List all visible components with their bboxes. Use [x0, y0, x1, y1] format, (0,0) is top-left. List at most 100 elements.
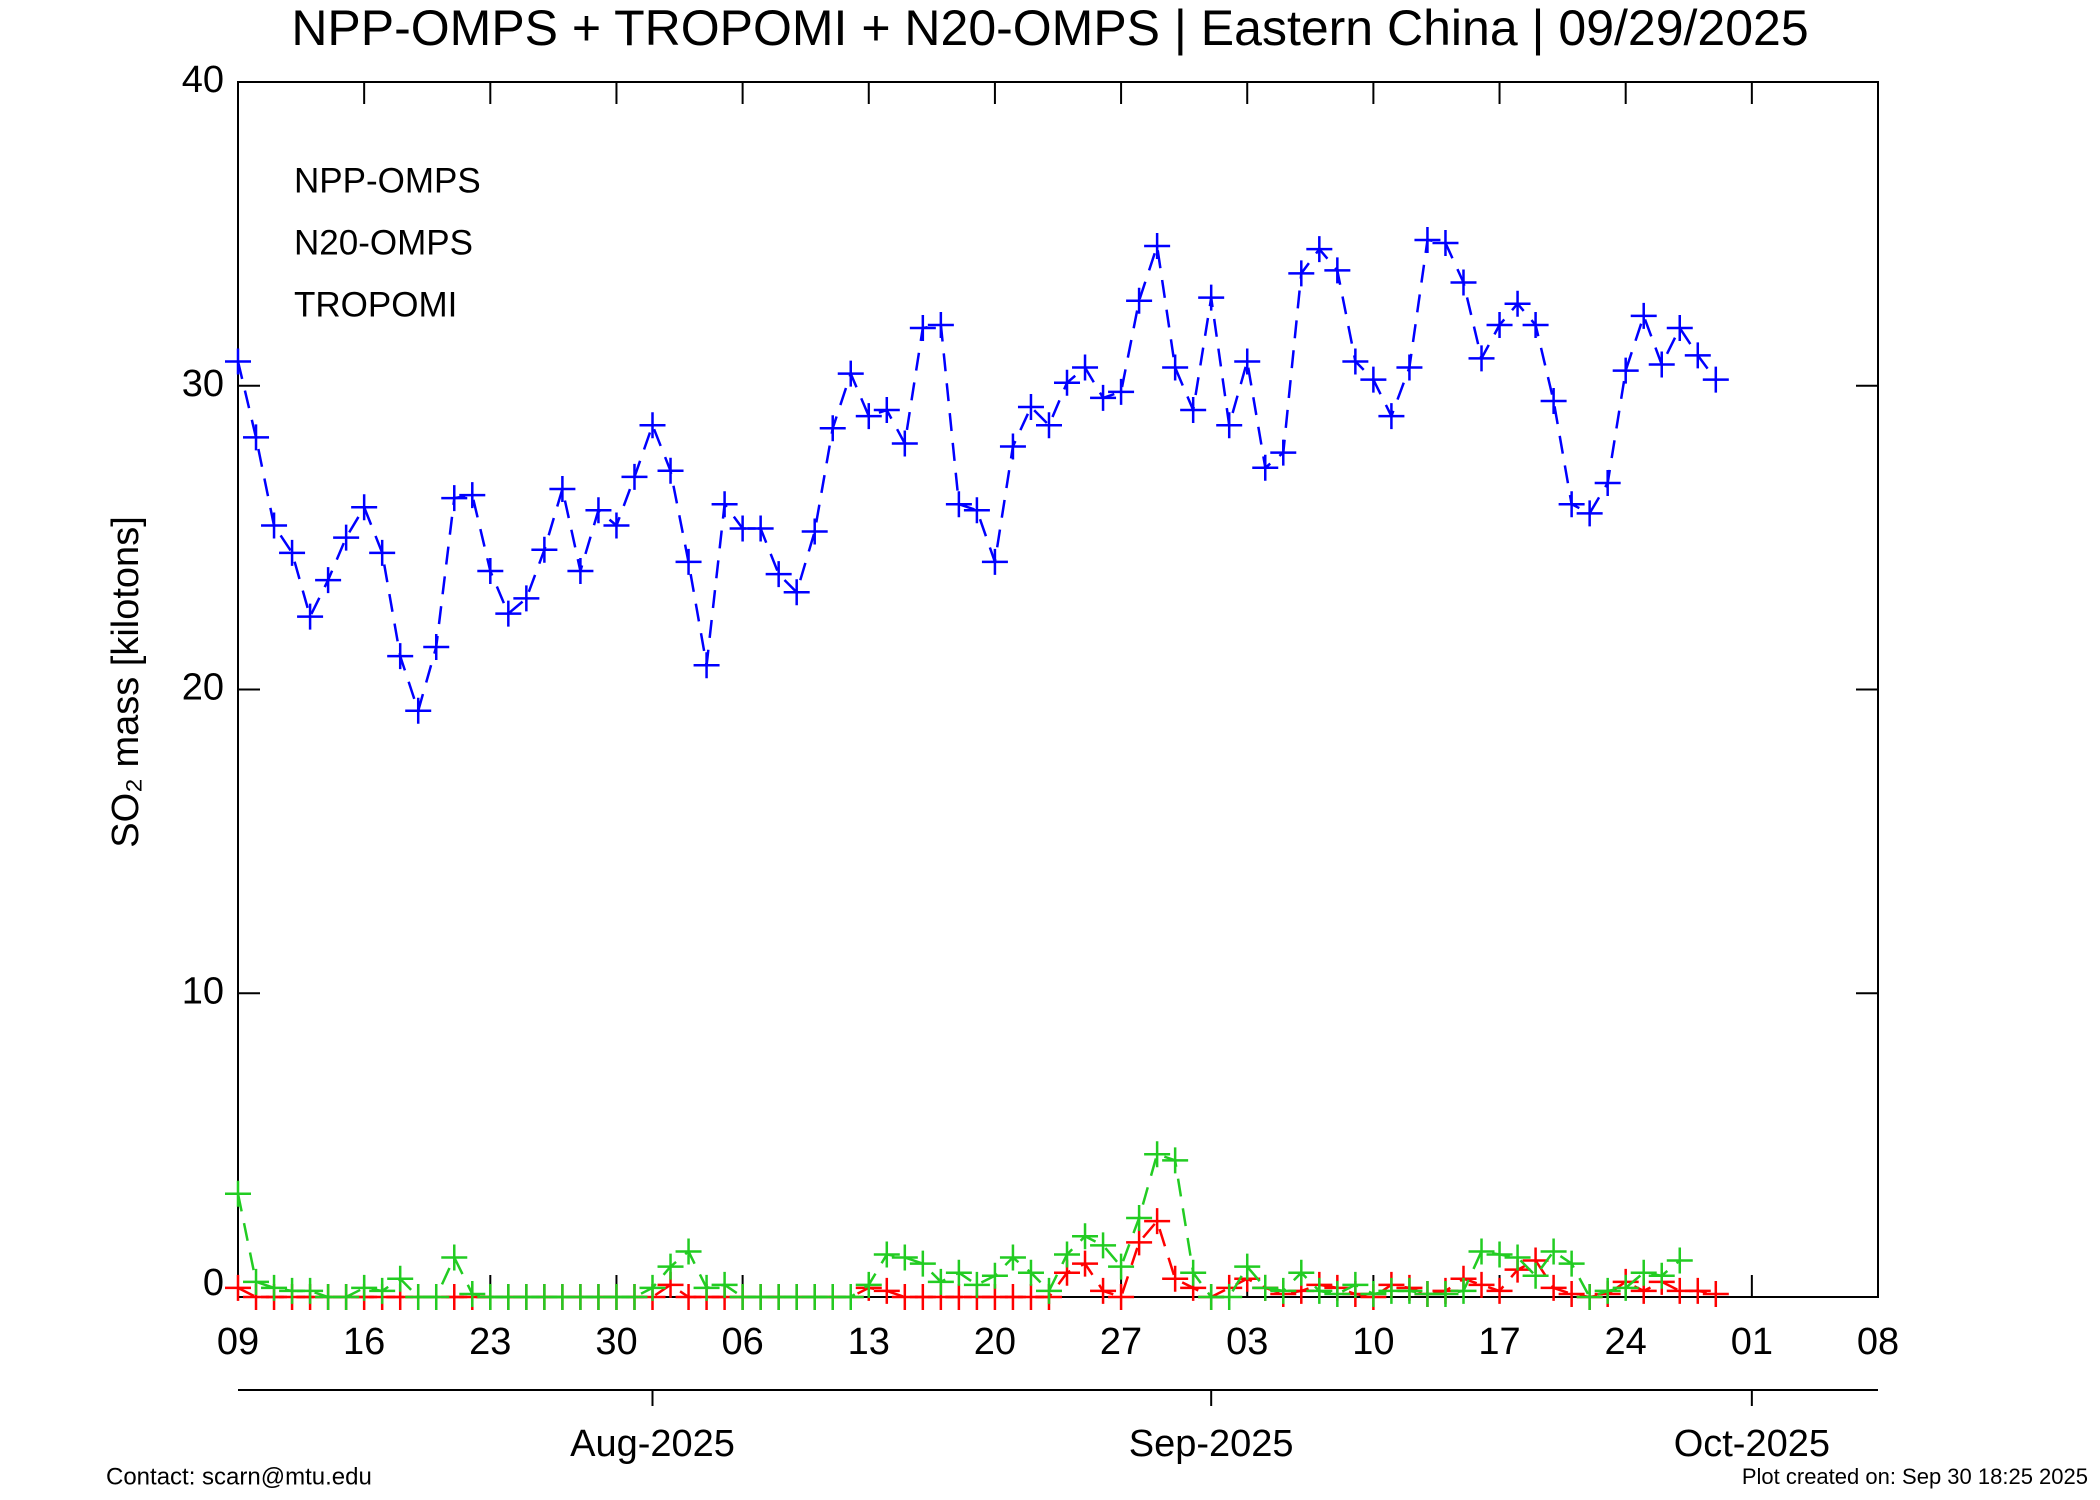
data-point: [981, 548, 1008, 575]
data-point: [1360, 366, 1387, 393]
data-point: [1216, 1284, 1243, 1310]
data-point: [1126, 1205, 1153, 1232]
data-point: [711, 491, 738, 518]
data-point: [585, 497, 612, 524]
data-point: [1090, 1277, 1117, 1304]
data-point: [1612, 357, 1639, 384]
data-point: [1432, 229, 1459, 256]
data-point: [855, 403, 882, 430]
data-point: [675, 1238, 702, 1265]
data-point: [603, 512, 630, 539]
x-tick-label: 13: [848, 1321, 890, 1363]
legend-entry: NPP-OMPS: [294, 161, 481, 200]
data-point: [819, 415, 846, 442]
data-point: [1522, 312, 1549, 338]
data-point: [1468, 1238, 1495, 1265]
data-point: [1288, 260, 1315, 287]
x-tick-label: 23: [469, 1321, 511, 1363]
data-point: [1108, 378, 1135, 405]
data-point: [243, 424, 270, 451]
data-point: [1504, 290, 1531, 317]
x-tick-label: 06: [721, 1321, 763, 1363]
y-tick-label: 20: [182, 667, 224, 709]
data-point: [747, 515, 774, 542]
data-point: [531, 536, 558, 563]
data-point: [1108, 1253, 1135, 1280]
data-point: [1396, 354, 1423, 381]
data-point: [1612, 1274, 1639, 1301]
data-point: [1180, 397, 1207, 424]
data-point: [621, 463, 648, 490]
data-point: [1630, 1259, 1657, 1286]
data-point: [1054, 1241, 1081, 1268]
month-label: Sep-2025: [1129, 1423, 1294, 1465]
data-point: [1414, 226, 1441, 253]
data-point: [909, 315, 936, 342]
data-point: [1252, 454, 1279, 481]
data-point: [333, 524, 360, 551]
data-point: [1035, 1277, 1062, 1304]
data-point: [1558, 491, 1585, 518]
data-point: [1468, 345, 1495, 372]
data-point: [351, 1274, 378, 1301]
data-point: [783, 579, 810, 606]
data-point: [1396, 1277, 1423, 1304]
data-point: [513, 585, 540, 612]
data-point: [1666, 315, 1693, 342]
series-line: [236, 238, 1717, 716]
data-point: [549, 476, 576, 503]
data-point: [1090, 1232, 1117, 1259]
data-point: [243, 1268, 270, 1295]
data-point: [1702, 366, 1729, 393]
data-point: [477, 558, 504, 585]
data-point: [1342, 1271, 1369, 1298]
data-point: [693, 1274, 720, 1301]
footer-contact: Contact: scarn@mtu.edu: [106, 1463, 372, 1490]
data-point: [351, 494, 378, 521]
data-point: [621, 1284, 648, 1310]
data-point: [1090, 384, 1117, 411]
x-tick-label: 24: [1605, 1321, 1647, 1363]
plot-frame: [237, 81, 1879, 1298]
data-point: [1450, 1277, 1477, 1304]
data-point: [1270, 1277, 1297, 1304]
data-point: [927, 1268, 954, 1295]
data-point: [405, 697, 432, 724]
chart-title: NPP-OMPS + TROPOMI + N20-OMPS | Eastern …: [291, 0, 1808, 56]
data-point: [1540, 1274, 1567, 1301]
data-point: [1144, 233, 1171, 260]
data-point: [1558, 1250, 1585, 1277]
data-point: [711, 1271, 738, 1298]
footer-timestamp: Plot created on: Sep 30 18:25 2025: [1742, 1464, 2088, 1489]
x-tick-label: 16: [343, 1321, 385, 1363]
data-point: [1126, 287, 1153, 314]
data-point: [1234, 348, 1261, 375]
data-point: [1017, 1259, 1044, 1286]
x-tick-label: 01: [1731, 1321, 1773, 1363]
data-point: [1594, 1277, 1621, 1304]
data-point: [423, 1284, 450, 1310]
data-point: [909, 1250, 936, 1277]
data-point: [1432, 1280, 1459, 1307]
data-point: [1198, 284, 1225, 311]
data-point: [1108, 1284, 1135, 1310]
data-point: [225, 348, 251, 375]
x-tick-label: 27: [1100, 1321, 1142, 1363]
x-tick-label: 20: [974, 1321, 1016, 1363]
data-point: [963, 497, 990, 524]
data-point: [1288, 1259, 1315, 1286]
data-point: [1144, 1141, 1171, 1168]
data-point: [873, 1241, 900, 1268]
data-point: [855, 1271, 882, 1298]
data-point: [459, 482, 486, 509]
data-point: [1486, 1277, 1513, 1304]
data-point: [999, 1244, 1026, 1271]
data-point: [297, 1277, 324, 1304]
data-point: [1648, 1262, 1675, 1289]
data-point: [369, 539, 396, 566]
data-point: [1540, 1238, 1567, 1265]
data-point: [945, 1259, 972, 1286]
data-point: [1360, 1280, 1387, 1307]
data-point: [801, 518, 828, 545]
y-tick-label: 0: [203, 1262, 224, 1304]
